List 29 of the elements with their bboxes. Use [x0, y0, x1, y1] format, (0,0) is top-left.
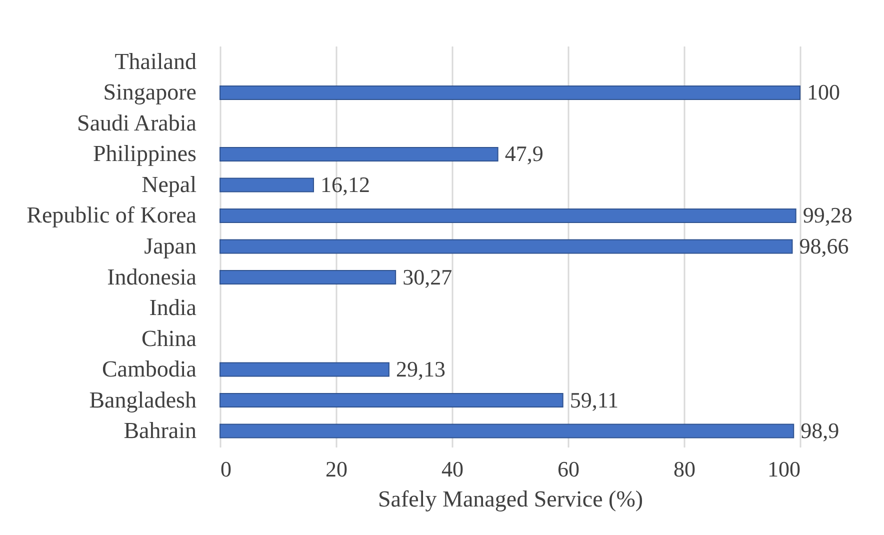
x-tick-label: 0	[220, 456, 232, 482]
y-tick-label: Bahrain	[124, 418, 197, 444]
y-tick-label: Thailand	[114, 48, 197, 74]
y-tick-label: Singapore	[103, 80, 196, 105]
data-label: 29,13	[396, 356, 446, 382]
data-label: 98,66	[799, 234, 849, 258]
y-tick-label: Japan	[144, 234, 197, 258]
data-label: 47,9	[504, 141, 544, 166]
x-tick-label: 40	[442, 456, 464, 482]
x-tick-label: 60	[558, 456, 580, 482]
data-label: 16,12	[320, 172, 370, 197]
y-tick-label: Nepal	[142, 172, 196, 197]
y-tick-label: Cambodia	[102, 356, 196, 382]
y-tick-label: Republic of Korea	[26, 202, 196, 228]
y-tick-label: China	[142, 326, 196, 351]
y-tick-label: Indonesia	[107, 264, 196, 290]
y-tick-label: India	[149, 295, 196, 320]
y-tick-label: Philippines	[92, 141, 197, 166]
x-tick-label: 100	[768, 456, 800, 482]
x-tick-label: 80	[674, 456, 696, 482]
x-axis-title: Safely Managed Service (%)	[378, 486, 644, 512]
data-label: 99,28	[802, 202, 852, 228]
data-label: 30,27	[402, 264, 452, 290]
y-tick-label: Bangladesh	[89, 387, 197, 412]
x-tick-label: 20	[326, 456, 348, 482]
data-label: 98,9	[800, 418, 840, 444]
data-label: 59,11	[570, 387, 619, 412]
data-label: 100	[807, 80, 840, 105]
y-tick-label: Saudi Arabia	[77, 110, 196, 136]
